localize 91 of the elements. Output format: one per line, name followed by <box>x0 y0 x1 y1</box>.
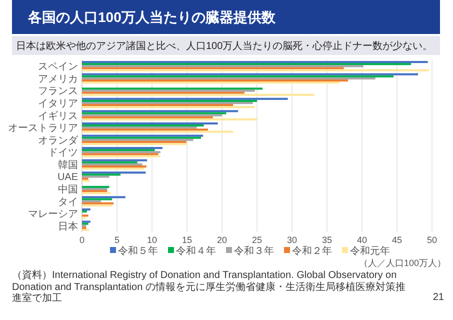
bar <box>82 168 144 170</box>
bar <box>82 122 218 124</box>
legend-label: 令和５年 <box>118 245 158 257</box>
xlabel: （人／人口100万人） <box>358 258 446 268</box>
y-tick-label: 日本 <box>58 220 78 232</box>
bar <box>82 67 344 70</box>
bar <box>82 126 197 129</box>
bar <box>82 186 110 188</box>
x-tick-label: 10 <box>146 235 158 245</box>
legend-label: 令和元年 <box>350 245 390 257</box>
subtitle: 日本は欧米や他のアジア諸国と比べ、人口100万人当たりの脳死・心停止ドナー数が少ない。 <box>16 40 434 53</box>
bar <box>82 149 155 152</box>
bar <box>82 88 263 90</box>
bar <box>82 142 187 146</box>
bar <box>82 200 101 202</box>
bar <box>82 90 255 92</box>
y-tick-label: UAE <box>57 172 78 184</box>
y-tick-label: アメリカ <box>38 74 78 85</box>
x-tick-label: 45 <box>392 235 402 245</box>
bar <box>82 161 138 164</box>
x-tick-label: 40 <box>356 235 368 245</box>
bar <box>82 118 257 120</box>
bar <box>82 192 111 194</box>
bar <box>82 114 222 116</box>
bar <box>82 63 411 66</box>
title: 各国の人口100万人当たりの臓器提供数 <box>28 9 276 27</box>
bar <box>82 172 146 174</box>
bar <box>82 92 244 94</box>
x-tick-label: 0 <box>79 235 85 245</box>
bar <box>82 69 430 72</box>
bar <box>82 140 186 143</box>
bar <box>82 198 112 200</box>
annotation: 21 <box>432 292 444 303</box>
bar <box>82 94 314 96</box>
bar <box>82 136 201 139</box>
bar <box>82 60 428 64</box>
y-tick-label: イタリア <box>38 98 78 110</box>
y-tick-label: 中国 <box>58 184 78 196</box>
bar <box>82 214 88 217</box>
bar <box>82 174 120 176</box>
bar <box>82 73 418 76</box>
bar <box>82 188 108 190</box>
annotation: （資料）International Registry of Donation and Transplantation. Global Observatory on Donation and Transplantation の情報を元に厚生労働省健康・生活衛生局移植医療対策推進室で加工 <box>12 270 406 304</box>
bar <box>82 138 194 141</box>
bar <box>82 98 288 100</box>
x-tick-label: 50 <box>426 235 438 245</box>
bar <box>82 228 89 232</box>
x-tick-label: 30 <box>286 235 298 245</box>
x-tick-label: 5 <box>114 235 120 245</box>
y-tick-label: マレーシア <box>28 209 78 220</box>
legend-label: 令和４年 <box>176 245 216 257</box>
bar <box>82 77 376 80</box>
bar <box>82 210 87 213</box>
y-tick-label: スペイン <box>38 62 78 73</box>
bar <box>82 124 204 127</box>
y-tick-label: ドイツ <box>48 148 78 159</box>
y-tick-label: 韓国 <box>58 158 78 171</box>
bar <box>82 65 364 68</box>
y-tick-label: フランス <box>38 86 78 98</box>
bar <box>82 208 90 210</box>
bar <box>82 100 257 102</box>
y-tick-label: タイ <box>58 196 78 208</box>
bar <box>82 190 108 192</box>
x-tick-label: 35 <box>322 235 332 245</box>
bar <box>82 112 226 114</box>
bar <box>82 130 234 133</box>
x-tick-label: 25 <box>252 235 262 245</box>
bar <box>82 102 253 104</box>
y-tick-label: オランダ <box>38 134 79 146</box>
bar <box>82 79 348 82</box>
bar <box>82 165 146 168</box>
bar <box>82 159 148 162</box>
bar <box>82 75 394 78</box>
bar <box>82 216 86 219</box>
bar <box>82 106 255 108</box>
bar <box>82 110 238 112</box>
x-tick-label: 20 <box>216 235 228 245</box>
bar <box>82 134 204 137</box>
x-tick-label: 15 <box>182 235 192 245</box>
bar <box>82 82 340 84</box>
bar <box>82 176 110 178</box>
legend-label: 令和３年 <box>234 245 274 257</box>
y-tick-label: イギリス <box>38 110 78 122</box>
y-tick-label: オーストラリア <box>8 123 78 134</box>
bar <box>82 116 213 118</box>
bar <box>82 104 234 106</box>
bar <box>82 196 126 198</box>
bar <box>82 163 142 166</box>
legend-label: 令和２年 <box>292 245 332 257</box>
bar <box>82 146 162 150</box>
bar <box>82 128 208 131</box>
